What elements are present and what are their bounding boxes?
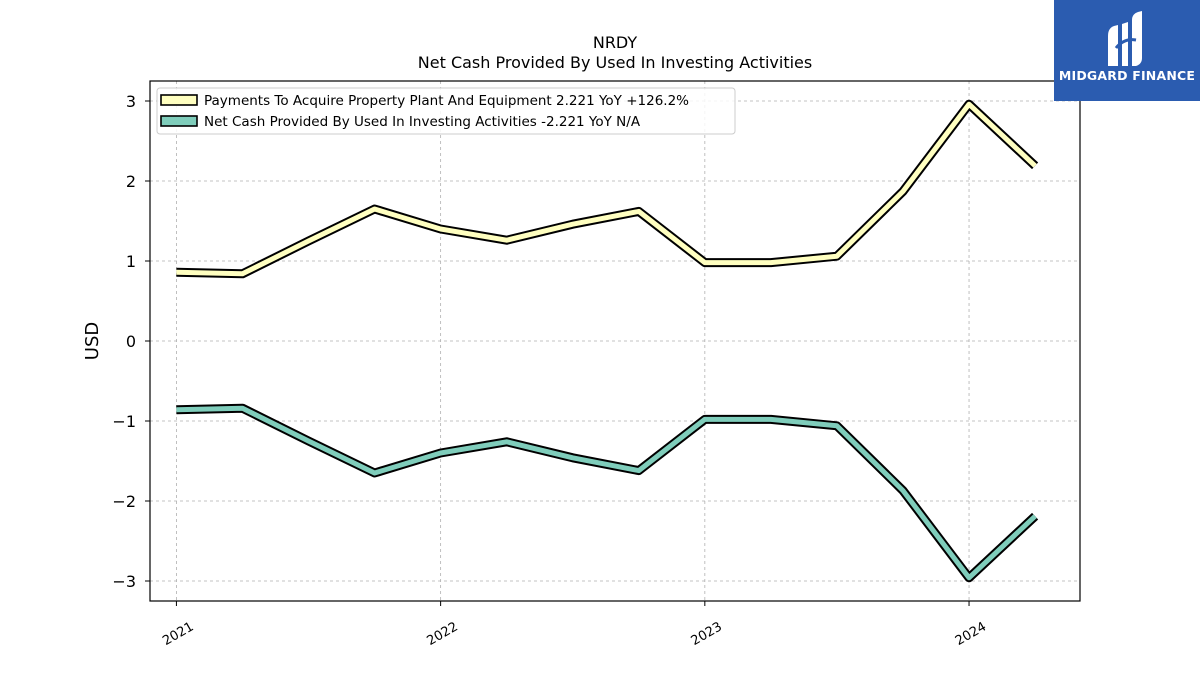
y-tick-label: −1: [112, 412, 136, 431]
logo-text: MIDGARD FINANCE: [1058, 68, 1196, 83]
legend-swatch: [160, 115, 198, 127]
x-tick-label: 2021: [160, 619, 196, 649]
y-tick-label: 0: [126, 332, 136, 351]
logo-mark-icon: [1108, 11, 1142, 66]
y-tick-label: −2: [112, 492, 136, 511]
legend-box: [156, 87, 736, 135]
series-line: [176, 405, 1037, 581]
y-tick-label: 1: [126, 252, 136, 271]
series-line: [176, 101, 1037, 277]
y-tick-label: 2: [126, 172, 136, 191]
x-tick-label: 2024: [953, 619, 989, 649]
chart-title: NRDY: [592, 33, 638, 52]
y-axis-label: USD: [82, 322, 103, 360]
x-tick-label: 2023: [689, 619, 725, 649]
x-tick-label: 2022: [424, 619, 460, 649]
midgard-finance-logo: MIDGARD FINANCE: [1054, 0, 1200, 101]
chart-subtitle: Net Cash Provided By Used In Investing A…: [417, 53, 813, 72]
legend-label: Payments To Acquire Property Plant And E…: [204, 93, 689, 109]
y-tick-label: −3: [112, 572, 136, 591]
legend-swatch: [160, 94, 198, 106]
legend-label: Net Cash Provided By Used In Investing A…: [204, 114, 641, 130]
y-tick-label: 3: [126, 92, 136, 111]
